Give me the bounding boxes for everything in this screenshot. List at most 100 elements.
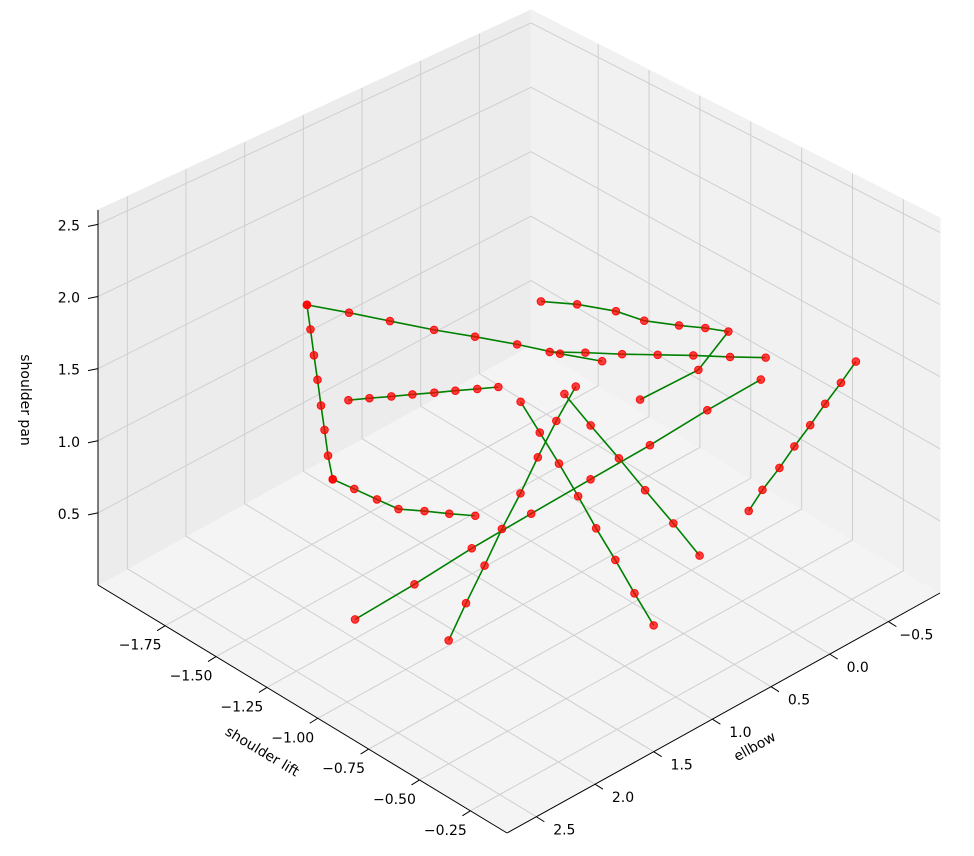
y-tick [888, 621, 897, 628]
trajectory-point [702, 405, 712, 415]
trajectory-point [320, 425, 329, 435]
trajectory-point [761, 353, 770, 362]
trajectory-point [645, 440, 655, 450]
trajectory-point [344, 308, 354, 317]
trajectory-point [560, 389, 569, 399]
points [302, 297, 861, 645]
trajectory-point [410, 580, 419, 589]
trajectory-point [387, 392, 396, 401]
trajectory-line [519, 401, 655, 626]
grid [97, 22, 941, 818]
trajectory-point [536, 297, 546, 306]
y-tick-label: 1.0 [729, 725, 751, 741]
trajectory-point [630, 589, 639, 598]
trajectory-point [344, 395, 353, 405]
trajectory-point [429, 325, 439, 335]
trajectory-point [497, 524, 507, 534]
x-tick [462, 810, 471, 817]
trajectory-point [328, 474, 338, 484]
trajectory-point [775, 463, 784, 473]
x-tick [156, 625, 166, 632]
y-tick [829, 653, 838, 660]
y-tick [653, 751, 662, 758]
grid-line [97, 215, 941, 450]
trajectory-point [724, 327, 733, 336]
trajectory-point [472, 384, 482, 394]
trajectory-point [725, 352, 735, 362]
trajectory-line [447, 386, 577, 641]
grid-line [368, 147, 803, 750]
trajectory-point [552, 416, 561, 426]
trajectory-point [470, 511, 480, 521]
y-tick [770, 686, 780, 693]
trajectory-point [408, 390, 417, 399]
trajectory-point [586, 475, 595, 484]
trajectory-point [350, 615, 360, 624]
z-axis-label: shoulder pan [17, 354, 33, 446]
x-tick-label: −0.50 [373, 792, 416, 808]
z-tick-label: 1.0 [58, 435, 80, 451]
z-tick-label: 2.5 [58, 218, 80, 234]
trajectory-point [349, 484, 359, 494]
x-tick-label: −1.50 [170, 669, 213, 685]
grid-line [478, 33, 889, 623]
x-tick-label: −0.25 [424, 823, 467, 839]
x-tick [207, 656, 217, 662]
grid-line [97, 22, 941, 233]
y-tick-label: 2.5 [553, 823, 575, 839]
y-tick-label: 2.0 [612, 790, 634, 806]
y-tick [536, 816, 545, 823]
trajectory-point [614, 453, 624, 463]
trajectory-point [573, 491, 583, 501]
trajectory-point [649, 621, 658, 630]
trajectory-point [309, 351, 319, 360]
x-tick [258, 686, 268, 693]
trajectory-point [451, 386, 460, 396]
trajectory-point [688, 351, 698, 360]
trajectory-point [302, 300, 312, 310]
trajectory-point [554, 459, 564, 468]
grid-line [266, 95, 701, 688]
trajectory-line [748, 361, 857, 512]
trajectory-point [695, 551, 704, 560]
trajectory-point [674, 321, 684, 330]
trajectory-line [354, 378, 762, 621]
trajectory-point [365, 393, 374, 403]
grid-line [302, 115, 713, 720]
trajectory-point [306, 325, 315, 334]
trajectory-point [653, 350, 662, 360]
y-tick-label: 1.5 [671, 758, 693, 774]
trajectory-point [313, 375, 322, 385]
grid-line [470, 199, 904, 812]
y-tick [712, 718, 721, 725]
trajectory-point [461, 598, 471, 608]
trajectory-point [851, 357, 861, 366]
trajectory-point [545, 347, 555, 357]
trajectory-point [611, 306, 621, 316]
trajectory-point [617, 349, 627, 359]
x-tick [360, 748, 369, 755]
panes [97, 9, 941, 834]
right-pane [530, 9, 941, 594]
x-tick [309, 717, 319, 724]
grid-line [244, 142, 654, 753]
z-tick-label: 2.0 [58, 291, 80, 307]
trajectory-point [420, 506, 429, 516]
grid-line [164, 44, 599, 627]
trajectory-point [444, 509, 454, 519]
trajectory-point [316, 401, 326, 410]
trajectory-point [758, 485, 767, 495]
y-axis-line [506, 592, 941, 834]
trajectory-point [512, 340, 522, 349]
z-tick [87, 368, 99, 372]
y-tick [594, 783, 604, 790]
trajectory-point [444, 636, 453, 645]
trajectory-point [394, 504, 403, 514]
x-tick-label: −1.00 [271, 730, 314, 746]
trajectory-point [805, 420, 815, 430]
trajectory-point [639, 316, 649, 325]
grid-line [215, 70, 650, 657]
z-tick [87, 223, 99, 227]
grid-line [317, 121, 752, 719]
